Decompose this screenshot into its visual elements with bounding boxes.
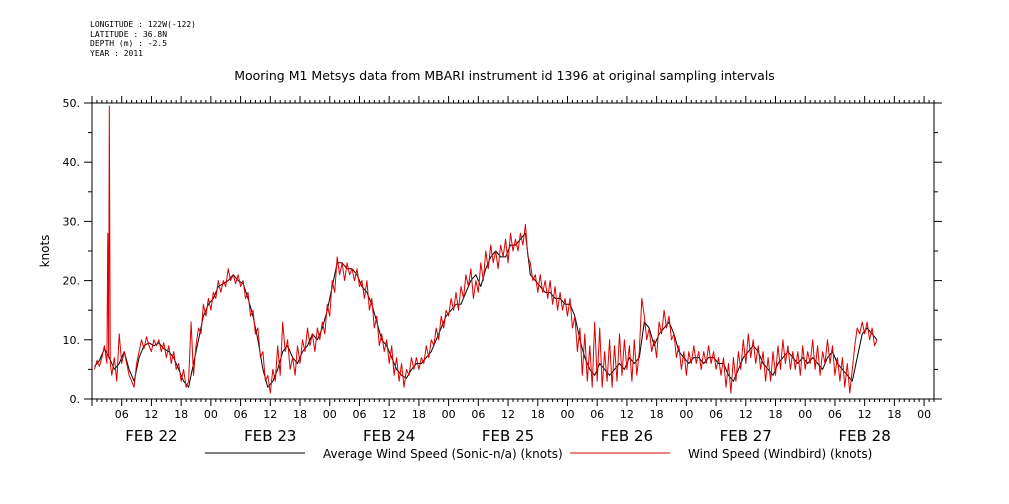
- x-tick-label: 18: [887, 408, 901, 421]
- x-tick-label: 00: [204, 408, 218, 421]
- x-tick-label: 12: [144, 408, 158, 421]
- legend-label-windbird: Wind Speed (Windbird) (knots): [688, 447, 872, 461]
- day-label: FEB 22: [125, 427, 177, 445]
- x-tick-label: 00: [679, 408, 693, 421]
- chart-title: Mooring M1 Metsys data from MBARI instru…: [234, 68, 775, 83]
- x-tick-label: 00: [323, 408, 337, 421]
- legend: Average Wind Speed (Sonic-n/a) (knots) W…: [205, 447, 872, 461]
- legend-label-sonic: Average Wind Speed (Sonic-n/a) (knots): [323, 447, 563, 461]
- x-tick-label: 18: [531, 408, 545, 421]
- series-layer: [94, 105, 878, 394]
- x-tick-label: 18: [412, 408, 426, 421]
- x-tick-label: 18: [769, 408, 783, 421]
- y-tick-label: 10.: [63, 334, 81, 347]
- day-label: FEB 25: [482, 427, 534, 445]
- x-tick-label: 00: [798, 408, 812, 421]
- x-tick-label: 06: [471, 408, 485, 421]
- longitude-label: LONGITUDE : 122W(-122): [90, 20, 196, 29]
- y-tick-label: 50.: [63, 97, 81, 110]
- x-tick-label: 00: [917, 408, 931, 421]
- y-tick-label: 30.: [63, 215, 81, 228]
- depth-label: DEPTH (m) : -2.5: [90, 39, 168, 48]
- day-label: FEB 27: [720, 427, 772, 445]
- x-tick-label: 18: [650, 408, 664, 421]
- x-tick-label: 12: [858, 408, 872, 421]
- x-tick-label: 06: [590, 408, 604, 421]
- year-label: YEAR : 2011: [90, 48, 143, 58]
- x-tick-label: 12: [739, 408, 753, 421]
- latitude-label: LATITUDE : 36.8N: [90, 29, 168, 39]
- x-tick-label: 00: [442, 408, 456, 421]
- x-tick-label: 06: [709, 408, 723, 421]
- y-axis: 0. 10. 20. 30. 40. 50.: [63, 97, 942, 406]
- day-label: FEB 24: [363, 427, 415, 445]
- x-tick-label: 12: [382, 408, 396, 421]
- x-axis: 06 12 18 00 06 12 18 00 06 12 18 00 06 12 18 00 06 12 18 00…: [91, 96, 935, 445]
- y-tick-label: 40.: [63, 156, 81, 169]
- day-label: FEB 28: [839, 427, 891, 445]
- y-tick-label: 20.: [63, 275, 81, 288]
- day-label: FEB 26: [601, 427, 653, 445]
- metadata-header: LONGITUDE : 122W(-122) LATITUDE : 36.8N …: [90, 20, 196, 58]
- x-tick-label: 06: [115, 408, 129, 421]
- x-tick-label: 12: [263, 408, 277, 421]
- y-axis-label: knots: [38, 235, 52, 268]
- series-line-windbird: [94, 105, 878, 394]
- x-tick-label: 06: [234, 408, 248, 421]
- day-label: FEB 23: [244, 427, 296, 445]
- x-tick-label: 06: [352, 408, 366, 421]
- x-tick-label: 12: [501, 408, 515, 421]
- x-tick-label: 12: [620, 408, 634, 421]
- y-tick-label: 0.: [70, 393, 81, 406]
- x-tick-label: 18: [174, 408, 188, 421]
- x-tick-label: 00: [560, 408, 574, 421]
- x-tick-label: 06: [828, 408, 842, 421]
- x-tick-label: 18: [293, 408, 307, 421]
